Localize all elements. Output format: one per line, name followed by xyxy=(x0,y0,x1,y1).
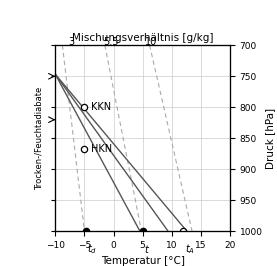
Text: 3: 3 xyxy=(69,37,75,47)
X-axis label: Mischungsverhältnis [g/kg]: Mischungsverhältnis [g/kg] xyxy=(72,33,213,43)
Y-axis label: Trocken-/Feuchtadiabate: Trocken-/Feuchtadiabate xyxy=(35,87,43,190)
Text: $t$: $t$ xyxy=(144,243,150,255)
Text: KKN: KKN xyxy=(91,102,112,112)
Text: $t_d$: $t_d$ xyxy=(88,243,98,256)
Text: HKN: HKN xyxy=(91,144,112,155)
Text: $t_A$: $t_A$ xyxy=(184,243,194,256)
X-axis label: Temperatur [°C]: Temperatur [°C] xyxy=(101,256,185,266)
Text: 5.5: 5.5 xyxy=(103,37,118,47)
Text: 10: 10 xyxy=(145,37,158,47)
Y-axis label: Druck [hPa]: Druck [hPa] xyxy=(265,108,275,169)
